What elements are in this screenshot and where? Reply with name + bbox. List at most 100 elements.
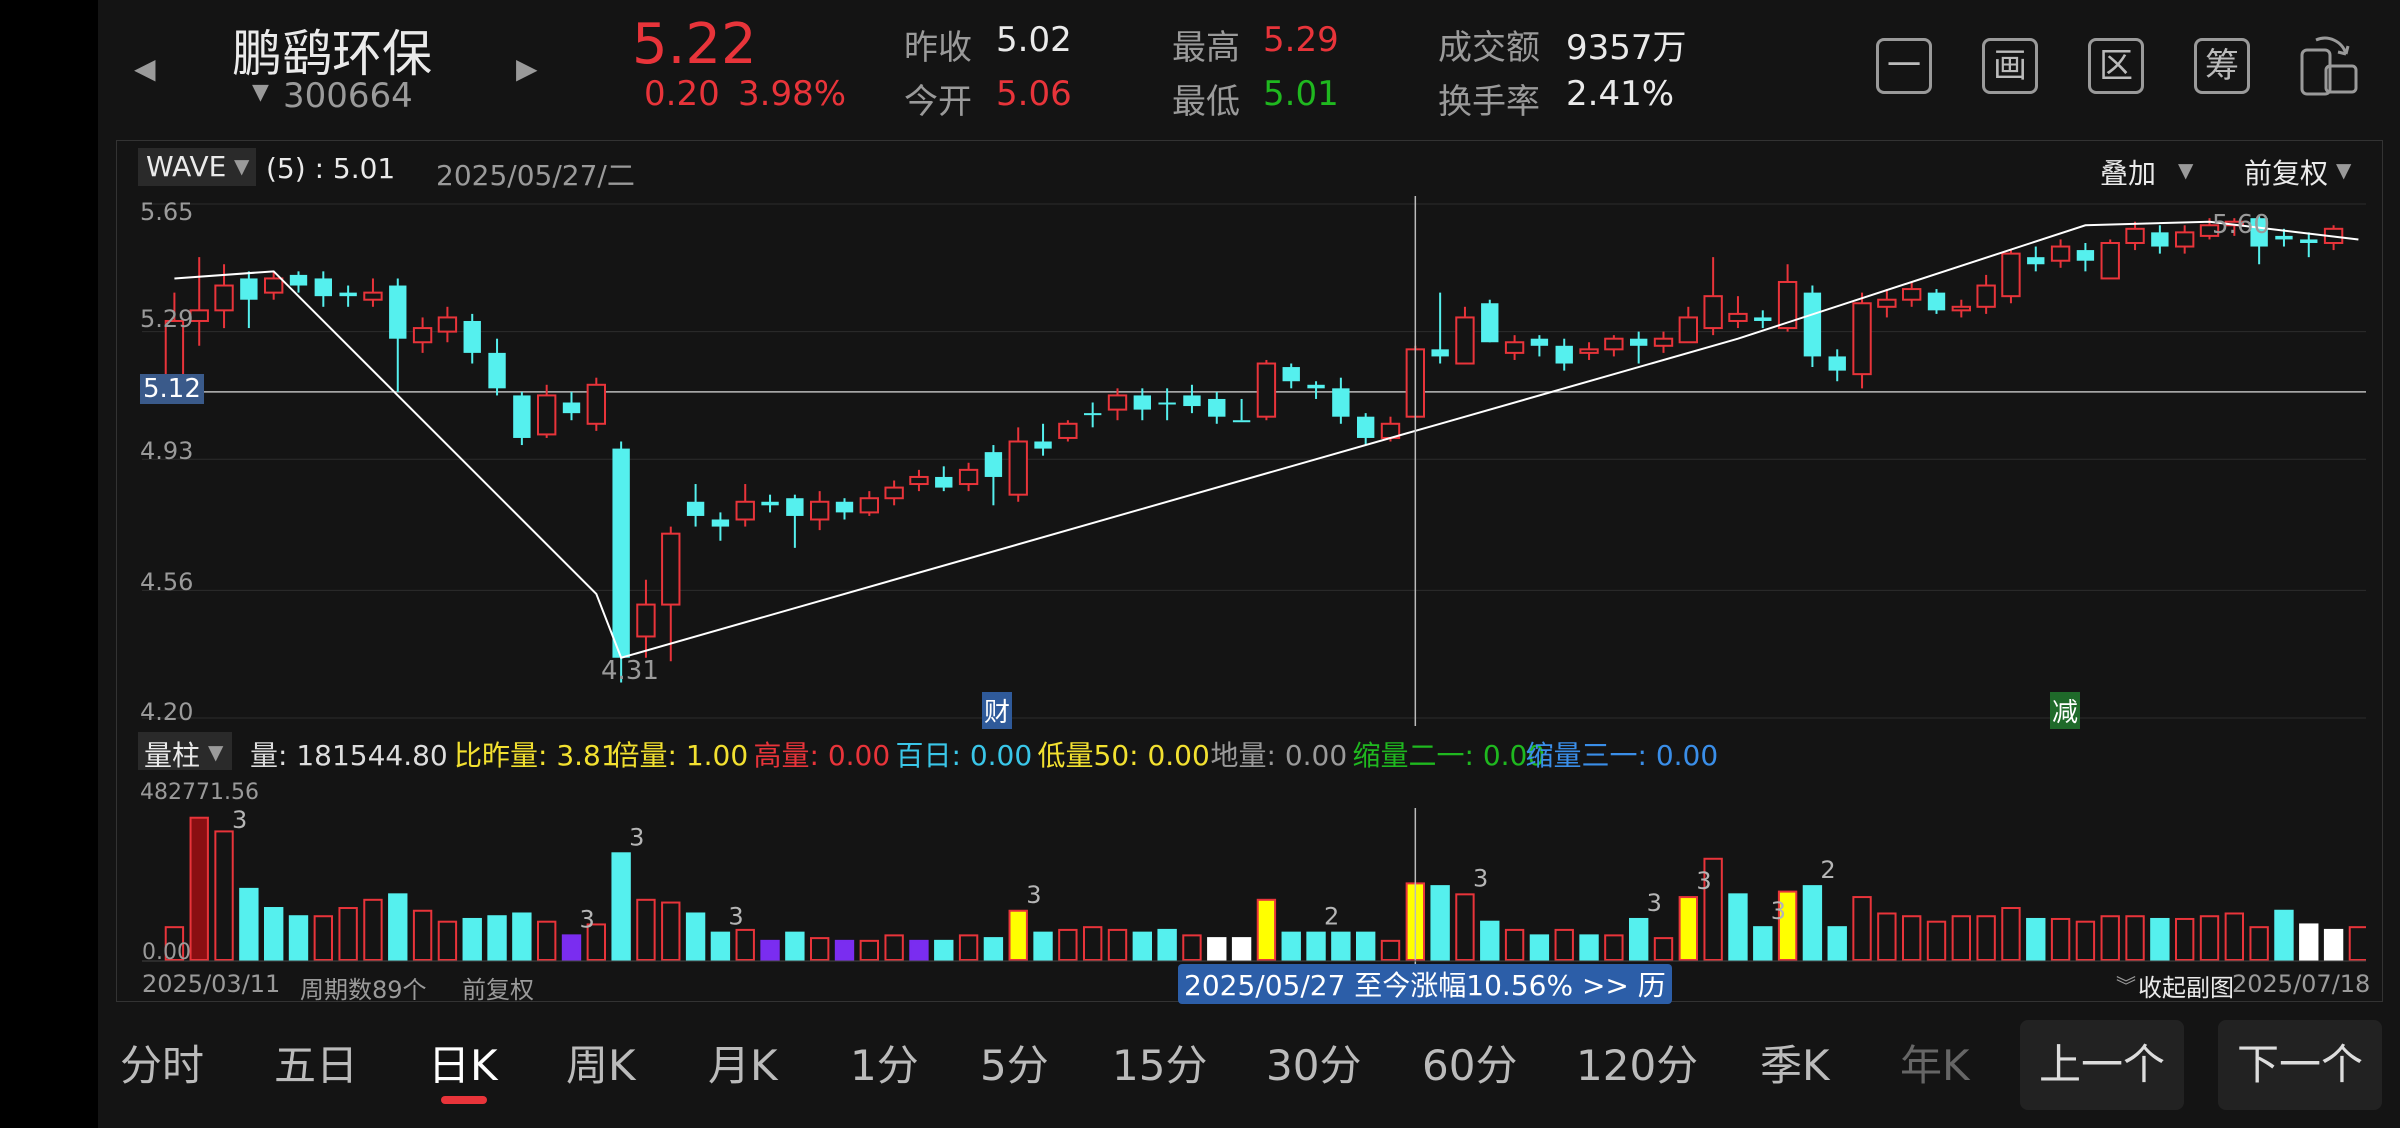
- tab-monthly-k[interactable]: 月K: [708, 1041, 778, 1090]
- volume-bar: [1058, 928, 1078, 961]
- tab-weekly-k[interactable]: 周K: [566, 1041, 636, 1090]
- candle-body: [909, 475, 929, 486]
- volume-bar: [1728, 893, 1748, 961]
- rotate-screen-icon[interactable]: [2296, 36, 2360, 98]
- adjust-dropdown-icon[interactable]: ▼: [2336, 158, 2352, 182]
- line-tool-button[interactable]: 一: [1876, 38, 1932, 94]
- next-stock-arrow-icon[interactable]: ▶: [516, 52, 538, 85]
- volume-type-label: 量柱: [144, 739, 201, 772]
- range-gain-banner[interactable]: 2025/05/27 至今涨幅10.56% >> 历: [1178, 964, 1672, 1004]
- candle-body: [761, 501, 779, 506]
- candle-body: [488, 352, 506, 389]
- overlay-dropdown-icon[interactable]: ▼: [2178, 158, 2194, 182]
- tab-yearly-k[interactable]: 年K: [1900, 1041, 1970, 1090]
- tab-120min[interactable]: 120分: [1576, 1041, 1699, 1090]
- candle-body: [711, 519, 730, 527]
- volume-bar: [263, 907, 284, 961]
- y-tick-label: 5.65: [140, 198, 194, 226]
- volume-chart[interactable]: 3 3 3 3 3 2 3 3 3 3 2: [142, 808, 2366, 964]
- candle-body: [1629, 338, 1648, 346]
- volume-bar: [1926, 920, 1947, 961]
- tab-5min[interactable]: 5分: [980, 1041, 1049, 1090]
- volume-bar: [785, 931, 805, 961]
- candle-body: [786, 498, 804, 516]
- volume-bar: [934, 939, 954, 962]
- candle-body: [2151, 232, 2169, 247]
- volume-bar: [1653, 937, 1674, 961]
- candle-body: [1803, 292, 1822, 357]
- tab-30min[interactable]: 30分: [1266, 1041, 1362, 1090]
- volume-marker-label: 2: [1324, 903, 1339, 931]
- volume-marker-label: 3: [1696, 867, 1711, 895]
- volume-bar: [1777, 890, 1798, 961]
- candle-body: [2050, 245, 2071, 262]
- candlestick-chart[interactable]: [142, 196, 2366, 726]
- tab-timeshare[interactable]: 分时: [120, 1041, 205, 1090]
- overlay-button[interactable]: 叠加: [2100, 157, 2157, 190]
- volume-bar: [1628, 917, 1649, 961]
- tab-five-day[interactable]: 五日: [274, 1041, 359, 1090]
- candle-body: [1728, 312, 1748, 322]
- reduce-marker[interactable]: 减: [2050, 692, 2081, 729]
- candle-body: [2300, 239, 2318, 243]
- chips-tool-button[interactable]: 筹: [2194, 38, 2250, 94]
- volume-bar: [512, 912, 532, 961]
- volume-bar: [958, 934, 979, 961]
- volume-indicator-8: 缩量三一: 0.00: [1525, 739, 1719, 772]
- candle-body: [1901, 288, 1922, 301]
- volume-bar: [363, 898, 383, 961]
- tab-1min[interactable]: 1分: [850, 1041, 919, 1090]
- volume-bar: [288, 915, 309, 961]
- candle-body: [1703, 295, 1723, 330]
- candle-body: [1877, 298, 1897, 308]
- volume-bar: [561, 934, 582, 961]
- collapse-subchart-button[interactable]: 收起副图: [2138, 974, 2234, 1002]
- tab-15min[interactable]: 15分: [1112, 1041, 1208, 1090]
- volume-bar: [983, 937, 1004, 961]
- adjust-button[interactable]: 前复权: [2244, 157, 2329, 190]
- prev-stock-button[interactable]: 上一个: [2020, 1020, 2184, 1110]
- candle-body: [263, 277, 284, 294]
- draw-tool-button[interactable]: 画: [1982, 38, 2038, 94]
- prev-stock-arrow-icon[interactable]: ◀: [134, 52, 156, 85]
- candle-body: [314, 278, 333, 297]
- indicator-name: WAVE: [146, 150, 227, 183]
- volume-max-label: 482771.56: [140, 780, 259, 805]
- candle-body: [189, 309, 209, 322]
- candle-body: [2275, 235, 2293, 240]
- low-value: 5.01: [1263, 74, 1339, 114]
- volume-marker-label: 3: [629, 823, 644, 851]
- volume-bar: [2199, 915, 2220, 961]
- volume-bar: [2249, 926, 2269, 961]
- volume-bar: [462, 917, 482, 961]
- candle-body: [437, 316, 458, 333]
- volume-bar: [1504, 928, 1525, 961]
- volume-marker-label: 3: [1647, 889, 1662, 917]
- tab-daily-k[interactable]: 日K: [428, 1041, 498, 1090]
- volume-bar: [1182, 934, 1202, 961]
- volume-type-select[interactable]: 量柱 ▼: [138, 732, 232, 772]
- stock-name: 鹏鹞环保: [232, 25, 432, 83]
- volume-bar: [1753, 926, 1773, 961]
- candle-body: [1678, 316, 1699, 344]
- turnover-rate-value: 2.41%: [1566, 74, 1675, 114]
- indicator-value: (5) : 5.01: [266, 152, 396, 185]
- tab-quarterly-k[interactable]: 季K: [1760, 1041, 1830, 1090]
- collapse-chevron-icon[interactable]: ︾: [2116, 974, 2136, 998]
- volume-bar: [1132, 931, 1153, 961]
- volume-marker-label: 2: [1820, 856, 1835, 884]
- left-margin: [0, 0, 98, 1128]
- candle-body: [1604, 337, 1624, 351]
- next-stock-button[interactable]: 下一个: [2218, 1020, 2382, 1110]
- tab-60min[interactable]: 60分: [1422, 1041, 1518, 1090]
- volume-bar: [239, 887, 259, 961]
- range-tool-button[interactable]: 区: [2088, 38, 2144, 94]
- volume-bar: [2348, 926, 2366, 961]
- volume-bar: [611, 852, 631, 962]
- code-dropdown-icon[interactable]: ▼: [252, 80, 269, 105]
- volume-bar: [1678, 896, 1699, 961]
- wave-line: [174, 220, 2359, 659]
- finance-marker[interactable]: 财: [982, 692, 1013, 729]
- indicator-select[interactable]: WAVE ▼: [138, 148, 256, 186]
- candle-body: [1951, 305, 1972, 312]
